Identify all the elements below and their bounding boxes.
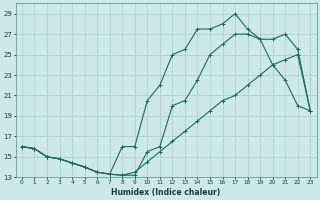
X-axis label: Humidex (Indice chaleur): Humidex (Indice chaleur) bbox=[111, 188, 221, 197]
